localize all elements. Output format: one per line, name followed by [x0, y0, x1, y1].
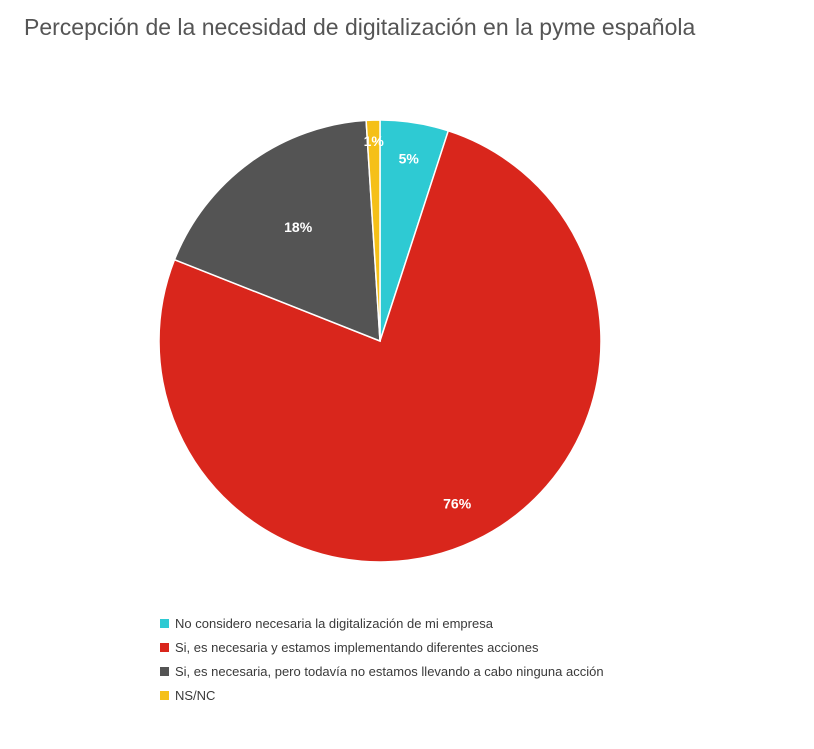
- legend-item: Si, es necesaria y estamos implementando…: [160, 635, 604, 659]
- chart-title: Percepción de la necesidad de digitaliza…: [24, 14, 696, 40]
- legend-item: NS/NC: [160, 683, 604, 707]
- slice-data-label: 1%: [364, 133, 385, 149]
- slice-data-label: 18%: [284, 219, 313, 235]
- legend-item: No considero necesaria la digitalización…: [160, 611, 604, 635]
- legend-swatch: [160, 618, 169, 628]
- legend-label: Si, es necesaria, pero todavía no estamo…: [175, 663, 604, 679]
- legend-label: No considero necesaria la digitalización…: [175, 615, 493, 631]
- slice-data-label: 76%: [443, 496, 472, 512]
- pie-slice: [173, 119, 381, 343]
- legend-label: Si, es necesaria y estamos implementando…: [175, 639, 539, 655]
- chart-legend: No considero necesaria la digitalización…: [160, 611, 604, 707]
- legend-swatch: [160, 666, 169, 676]
- legend-label: NS/NC: [175, 687, 216, 703]
- pie-slice: [365, 119, 381, 342]
- legend-item: Si, es necesaria, pero todavía no estamo…: [160, 659, 604, 683]
- legend-swatch: [160, 690, 169, 700]
- slice-data-label: 5%: [399, 151, 420, 167]
- pie-slice: [158, 129, 602, 563]
- legend-swatch: [160, 642, 169, 652]
